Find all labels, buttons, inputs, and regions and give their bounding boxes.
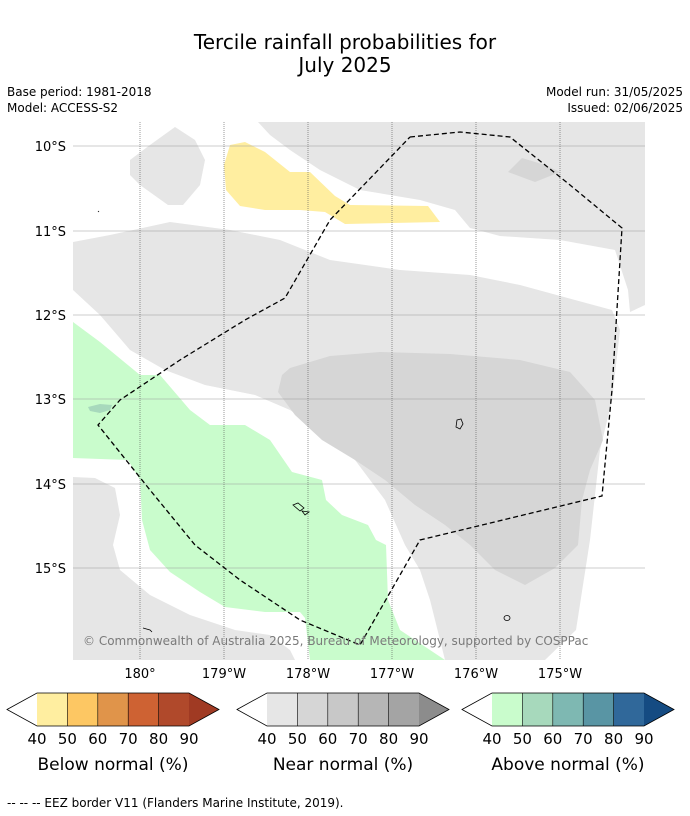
colorbar-tick-label: 50	[288, 730, 307, 748]
colorbar-segment	[613, 693, 644, 726]
colorbar-tick-label: 70	[349, 730, 368, 748]
colorbar-tick-label: 60	[88, 730, 107, 748]
lat-label: 13°S	[35, 393, 66, 408]
colorbar-upper-extension	[189, 693, 219, 726]
colorbar-title: Near normal (%)	[273, 755, 413, 775]
colorbar-tick-label: 70	[574, 730, 593, 748]
colorbar-segment	[522, 693, 553, 726]
colorbar-segment	[552, 693, 584, 726]
model-run: Model run: 31/05/2025	[545, 85, 683, 99]
title-line-2: July 2025	[298, 53, 392, 77]
island-4	[142, 627, 153, 633]
colorbar-tick-label: 80	[149, 730, 168, 748]
colorbar-lower-extension	[7, 693, 37, 726]
colorbar: 40 50 60 70 80 90 Near normal (%)	[236, 692, 450, 775]
colorbar-segment	[358, 693, 389, 726]
colorbar-tick-label: 50	[58, 730, 77, 748]
near-normal-region-northwest	[130, 127, 205, 205]
near-normal-50-spot	[508, 158, 560, 182]
colorbar-tick-label: 60	[543, 730, 562, 748]
lon-label: 178°W	[286, 667, 330, 682]
colorbar-tick-label: 70	[119, 730, 138, 748]
colorbars: 40 50 60 70 80 90 Below normal (%) 40 50 60 70 80 90…	[6, 692, 675, 775]
island-3	[503, 615, 511, 621]
colorbar-tick-label: 40	[257, 730, 276, 748]
meta-right: Model run: 31/05/2025 Issued: 02/06/2025	[546, 84, 683, 116]
base-period: Base period: 1981-2018	[7, 85, 152, 99]
colorbar-tick-label: 40	[27, 730, 46, 748]
above-normal-50-spot	[88, 404, 112, 413]
colorbar-lower-extension	[237, 693, 267, 726]
gridlines	[73, 122, 645, 660]
colorbar-tick-label: 80	[604, 730, 623, 748]
colorbar-tick-label: 90	[409, 730, 428, 748]
colorbar-title: Below normal (%)	[38, 755, 189, 775]
lon-label: 176°W	[454, 667, 498, 682]
lon-label: 179°W	[202, 667, 246, 682]
colorbar-tick-label: 90	[634, 730, 653, 748]
colorbar-tick-label: 60	[318, 730, 337, 748]
island-5	[97, 210, 100, 213]
near-normal-region-southwest	[73, 477, 295, 660]
colorbar: 40 50 60 70 80 90 Above normal (%)	[461, 692, 675, 775]
colorbar-segment	[492, 693, 523, 726]
colorbar-tick-label: 50	[513, 730, 532, 748]
colorbar-upper-extension	[644, 693, 674, 726]
colorbar: 40 50 60 70 80 90 Below normal (%)	[6, 692, 220, 775]
lon-label: 175°W	[538, 667, 582, 682]
colorbar-segment	[388, 693, 419, 726]
colorbar-segment	[297, 693, 328, 726]
lat-label: 15°S	[35, 562, 66, 577]
colorbar-segment	[128, 693, 159, 726]
page-title: Tercile rainfall probabilities for July …	[0, 31, 690, 77]
lon-label: 177°W	[370, 667, 414, 682]
latitude-labels: 10°S 11°S 12°S 13°S 14°S 15°S	[35, 140, 66, 577]
meta-left: Base period: 1981-2018 Model: ACCESS-S2	[7, 84, 152, 116]
near-normal-50-region	[278, 352, 603, 585]
colorbar-title: Above normal (%)	[491, 755, 644, 775]
colorbar-segment	[327, 693, 359, 726]
colorbar-outline	[236, 692, 450, 727]
map-area: © Commonwealth of Australia 2025, Bureau…	[73, 122, 645, 660]
colorbar-segment	[37, 693, 68, 726]
islands	[97, 210, 511, 633]
colorbar-segment	[67, 693, 98, 726]
eez-border	[97, 131, 623, 646]
model-name: Model: ACCESS-S2	[7, 101, 119, 115]
longitude-labels: 180° 179°W 178°W 177°W 176°W 175°W	[124, 667, 582, 682]
lat-label: 11°S	[35, 225, 66, 240]
lat-label: 12°S	[35, 309, 66, 324]
colorbar-tick-label: 40	[482, 730, 501, 748]
island-2	[292, 502, 311, 516]
issued-date: Issued: 02/06/2025	[567, 101, 683, 115]
colorbar-outline	[6, 692, 220, 727]
below-normal-40-region	[224, 142, 440, 224]
colorbar-upper-extension	[419, 693, 449, 726]
colorbar-segment	[267, 693, 298, 726]
island-1	[455, 418, 464, 430]
copyright-notice: © Commonwealth of Australia 2025, Bureau…	[83, 634, 588, 648]
colorbar-lower-extension	[462, 693, 492, 726]
lon-label: 180°	[124, 667, 155, 682]
colorbar-outline	[461, 692, 675, 727]
lat-label: 10°S	[35, 140, 66, 155]
colorbar-segment	[97, 693, 129, 726]
colorbar-segment	[158, 693, 189, 726]
colorbar-segment	[583, 693, 614, 726]
colorbar-tick-label: 90	[179, 730, 198, 748]
above-normal-40-region	[73, 322, 445, 660]
colorbar-tick-label: 80	[379, 730, 398, 748]
title-line-1: Tercile rainfall probabilities for	[193, 30, 497, 54]
eez-legend-note: -- -- -- EEZ border V11 (Flanders Marine…	[7, 796, 344, 810]
lat-label: 14°S	[35, 478, 66, 493]
